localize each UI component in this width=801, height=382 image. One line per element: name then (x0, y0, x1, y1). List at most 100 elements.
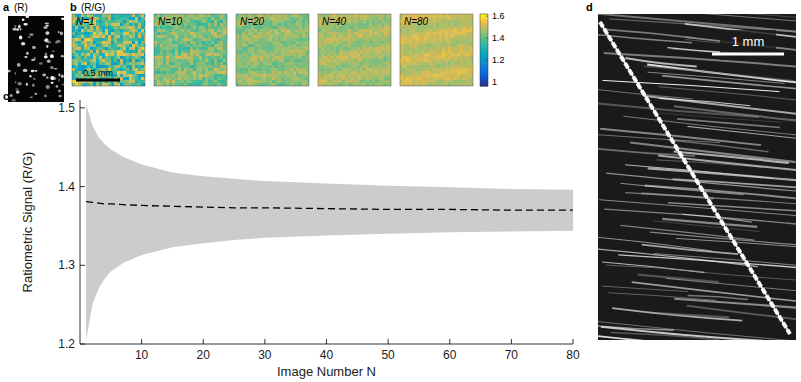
heatmap-pixel (175, 35, 178, 38)
heatmap-pixel (99, 23, 102, 26)
heatmap-pixel (129, 29, 132, 32)
heatmap-pixel (72, 83, 75, 86)
heatmap-pixel (387, 23, 390, 26)
heatmap-pixel (205, 59, 208, 62)
heatmap-pixel (126, 17, 129, 20)
heatmap-pixel (302, 35, 305, 38)
heatmap-pixel (208, 74, 211, 77)
heatmap-pixel (99, 47, 102, 50)
heatmap-pixel (275, 83, 278, 86)
heatmap-pixel (348, 20, 351, 23)
heatmap-pixel (299, 77, 302, 80)
heatmap-pixel (123, 68, 126, 71)
heatmap-pixel (236, 47, 239, 50)
heatmap-pixel (178, 38, 181, 41)
heatmap-pixel (242, 47, 245, 50)
heatmap-pixel (190, 50, 193, 53)
heatmap-pixel (205, 32, 208, 35)
heatmap-pixel (154, 17, 157, 20)
heatmap-pixel (381, 20, 384, 23)
heatmap-pixel (123, 44, 126, 47)
heatmap-pixel (126, 44, 129, 47)
heatmap-pixel (132, 32, 135, 35)
heatmap-pixel (160, 38, 163, 41)
heatmap-pixel (254, 32, 257, 35)
heatmap-pixel (296, 80, 299, 83)
heatmap-pixel (387, 20, 390, 23)
heatmap-pixel (172, 74, 175, 77)
heatmap-pixel (114, 74, 117, 77)
spot (56, 40, 61, 43)
heatmap-pixel (135, 14, 138, 17)
heatmap-pixel (214, 50, 217, 53)
heatmap-pixel (287, 32, 290, 35)
heatmap-base (236, 14, 309, 86)
heatmap-pixel (245, 65, 248, 68)
heatmap-pixel (129, 56, 132, 59)
heatmap-pixel (220, 47, 223, 50)
heatmap-pixel (223, 56, 226, 59)
heatmap-pixel (87, 41, 90, 44)
heatmap-pixel (154, 80, 157, 83)
heatmap-pixel (202, 74, 205, 77)
heatmap-pixel (220, 26, 223, 29)
heatmap-pixel (90, 29, 93, 32)
heatmap-pixel (269, 47, 272, 50)
heatmap-pixel (99, 59, 102, 62)
spot (32, 83, 35, 87)
heatmap-pixel (84, 44, 87, 47)
heatmap-pixel (199, 32, 202, 35)
image-label: N=10 (158, 16, 183, 27)
heatmap-pixel (181, 59, 184, 62)
heatmap-pixel (263, 32, 266, 35)
heatmap-pixel (208, 59, 211, 62)
heatmap-pixel (278, 50, 281, 53)
heatmap-pixel (348, 23, 351, 26)
heatmap-pixel (81, 35, 84, 38)
spot (26, 52, 29, 55)
heatmap-pixel (184, 68, 187, 71)
heatmap-pixel (178, 71, 181, 74)
heatmap-pixel (296, 44, 299, 47)
heatmap-pixel (287, 47, 290, 50)
heatmap-pixel (163, 50, 166, 53)
heatmap-pixel (199, 59, 202, 62)
heatmap-pixel (72, 35, 75, 38)
heatmap-pixel (78, 29, 81, 32)
heatmap-pixel (175, 47, 178, 50)
heatmap-pixel (75, 41, 78, 44)
heatmap-pixel (296, 41, 299, 44)
heatmap-pixel (217, 26, 220, 29)
heatmap-pixel (205, 62, 208, 65)
heatmap-pixel (251, 32, 254, 35)
heatmap-pixel (251, 38, 254, 41)
heatmap-pixel (138, 26, 141, 29)
heatmap-pixel (208, 29, 211, 32)
heatmap-pixel (178, 35, 181, 38)
heatmap-pixel (305, 53, 308, 56)
heatmap-pixel (172, 50, 175, 53)
heatmap-pixel (114, 44, 117, 47)
heatmap-pixel (160, 53, 163, 56)
heatmap-pixel (290, 62, 293, 65)
heatmap-pixel (269, 29, 272, 32)
heatmap-pixel (126, 62, 129, 65)
heatmap-pixel (181, 71, 184, 74)
heatmap-pixel (214, 65, 217, 68)
scale-bar-label: 0.5 mm (83, 68, 113, 78)
spot (46, 77, 49, 79)
heatmap-pixel (269, 23, 272, 26)
spot (46, 85, 50, 89)
heatmap-pixel (275, 29, 278, 32)
heatmap-pixel (190, 83, 193, 86)
heatmap-pixel (138, 38, 141, 41)
heatmap-pixel (211, 26, 214, 29)
heatmap-pixel (208, 17, 211, 20)
heatmap-pixel (105, 14, 108, 17)
heatmap-pixel (157, 35, 160, 38)
spot (26, 16, 30, 18)
heatmap-pixel (305, 77, 308, 80)
panel-title: (R) (14, 2, 28, 13)
heatmap-pixel (293, 77, 296, 80)
heatmap-pixel (217, 38, 220, 41)
